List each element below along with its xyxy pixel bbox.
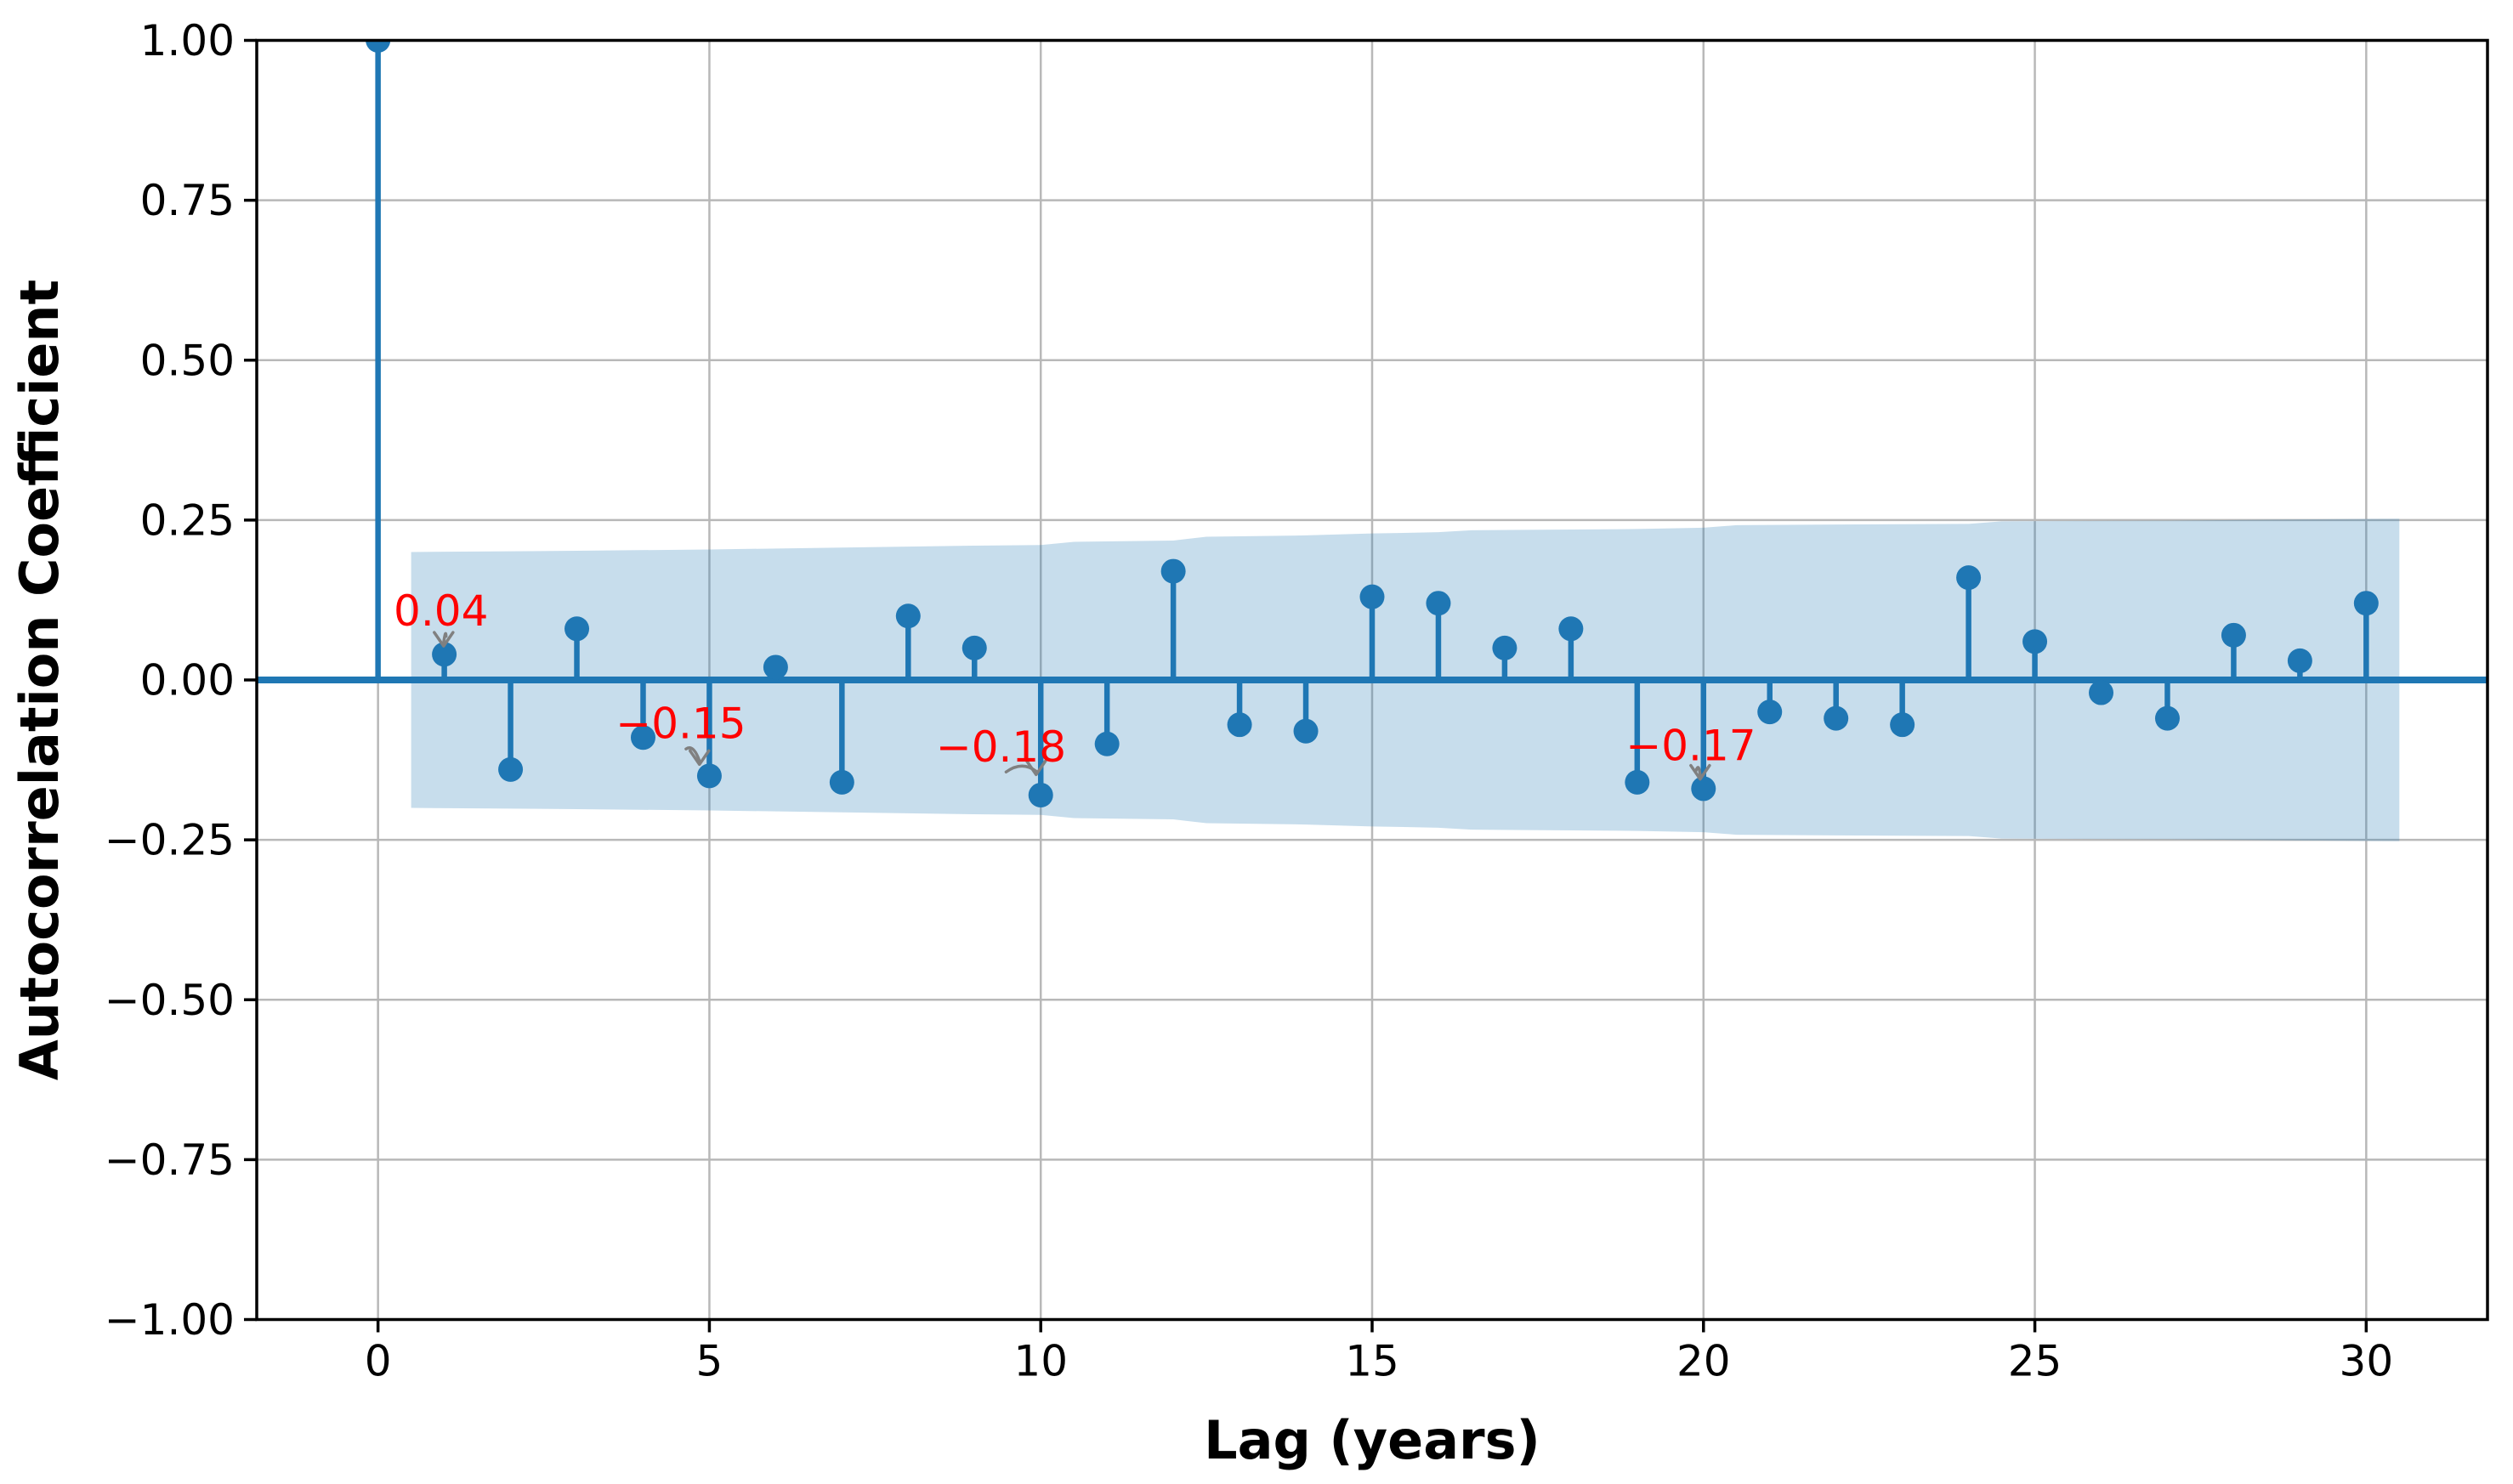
annotation-value-label: 0.04	[394, 586, 488, 636]
stem-marker	[763, 654, 788, 680]
stem-marker	[1625, 769, 1650, 795]
annotation-arrowhead	[1689, 763, 1711, 781]
plot-area: 0 5 10 15 20 25 30 1.00 0.75 0.50 0.25 0.00 −0.25 −0.…	[105, 16, 2489, 1386]
y-tick-label: −0.75	[105, 1136, 235, 1185]
annotation-arrow-tail	[1694, 766, 1702, 778]
y-tick-label: −0.50	[105, 976, 235, 1025]
stem-marker	[1890, 712, 1915, 738]
stem-marker	[2154, 705, 2180, 731]
annotation-arrowhead	[688, 749, 711, 767]
annotation-arrow-tail	[684, 746, 701, 763]
stem-marker	[432, 642, 457, 667]
x-tick-label: 10	[1013, 1337, 1068, 1386]
x-tick-label: 30	[2340, 1337, 2394, 1386]
stem-marker	[1028, 782, 1053, 807]
stem-marker	[1691, 776, 1716, 801]
annotation-value-label: −0.17	[1625, 721, 1756, 770]
stem-marker	[1160, 558, 1186, 584]
annotation-value-label: −0.15	[615, 700, 746, 749]
stem-marker	[1956, 565, 1982, 591]
y-tick-label: 0.75	[140, 176, 235, 225]
x-axis-label: Lag (years)	[1204, 1409, 1540, 1471]
stem-marker	[2089, 680, 2114, 705]
stem-marker	[2353, 591, 2379, 616]
annotations: 0.04 −0.15 −0.18 −0.17	[394, 586, 1756, 781]
stem-marker	[2287, 648, 2312, 673]
stem-marker	[1757, 700, 1783, 725]
y-tick-label: 0.00	[140, 656, 235, 705]
stem-marker	[1227, 712, 1252, 738]
stem-marker	[498, 756, 524, 782]
stem-marker	[630, 725, 655, 750]
annotation-value-label: −0.18	[936, 722, 1066, 772]
tick-marks	[244, 38, 2368, 1333]
y-tick-label: 0.50	[140, 336, 235, 385]
stem-marker	[829, 769, 854, 795]
stem-marker	[696, 763, 722, 789]
annotation-arrowhead	[433, 631, 455, 648]
x-tick-label: 15	[1345, 1337, 1399, 1386]
stem-marker	[2221, 622, 2246, 648]
stem-marker	[1094, 731, 1120, 756]
y-tick-label: 0.25	[140, 496, 235, 545]
y-axis-label: Autocorrelation Coefficient	[9, 280, 71, 1080]
stem-series	[366, 40, 2379, 807]
y-tick-label: −1.00	[105, 1295, 235, 1345]
x-tick-label: 25	[2008, 1337, 2062, 1386]
annotation-arrow-tail	[442, 632, 448, 644]
stem-marker	[2022, 629, 2048, 654]
annotation-arrowhead	[1025, 759, 1047, 777]
y-tick-label: 1.00	[140, 16, 235, 65]
tick-labels: 0 5 10 15 20 25 30 1.00 0.75 0.50 0.25 0.00 −0.25 −0.…	[105, 16, 2393, 1386]
x-tick-label: 0	[365, 1337, 392, 1386]
y-tick-label: −0.25	[105, 816, 235, 865]
stem-marker	[1824, 705, 1849, 731]
stem-marker	[1558, 616, 1584, 642]
stem-marker	[564, 616, 590, 642]
x-tick-label: 5	[696, 1337, 723, 1386]
stem-marker	[1426, 591, 1451, 616]
stem-marker	[1293, 718, 1319, 744]
stem-marker	[366, 40, 391, 53]
x-tick-label: 20	[1676, 1337, 1731, 1386]
stem-marker	[962, 635, 987, 660]
stem-marker	[895, 603, 921, 629]
stem-marker	[1492, 635, 1517, 660]
stem-marker	[1359, 584, 1385, 609]
